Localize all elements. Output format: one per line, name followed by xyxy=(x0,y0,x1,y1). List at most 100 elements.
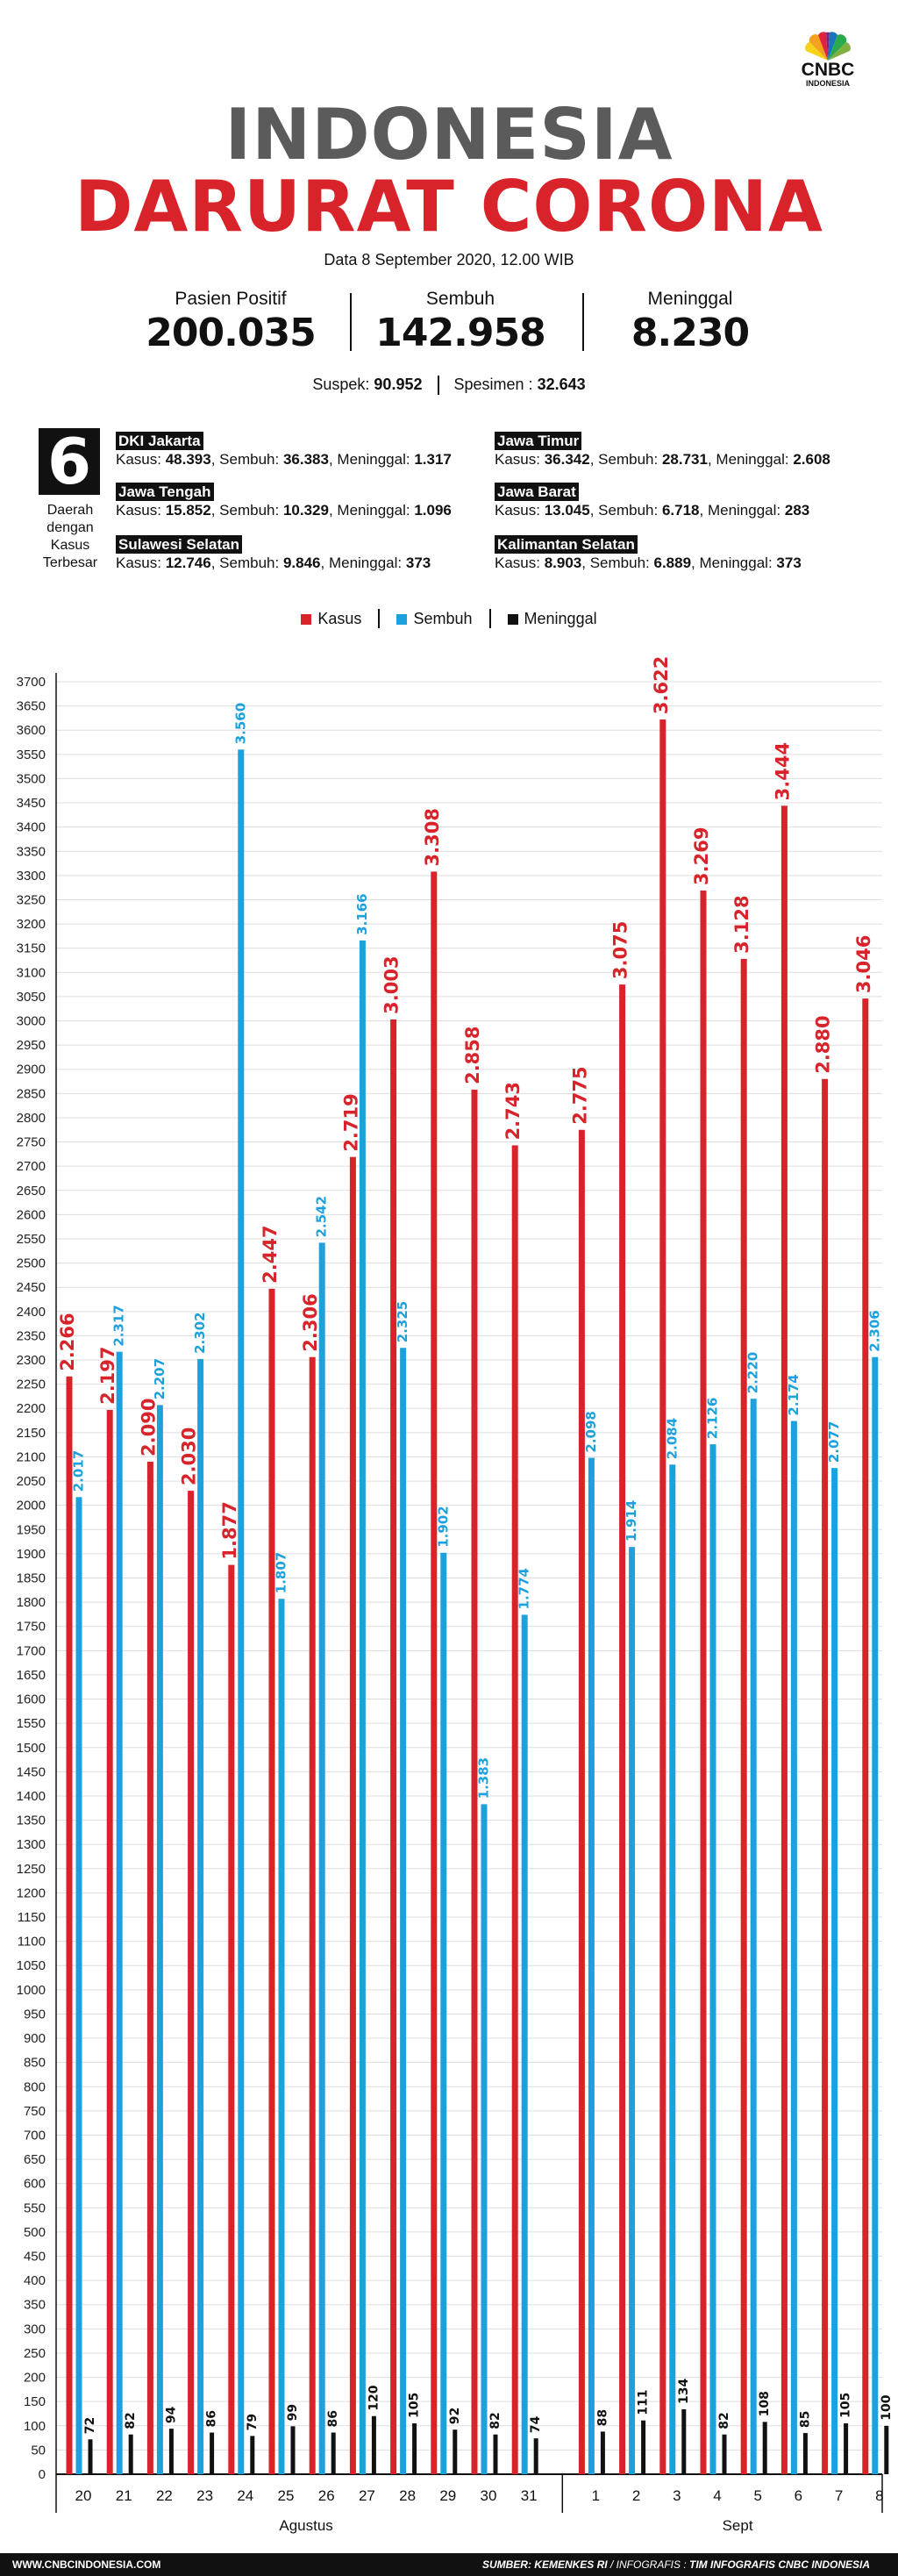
y-tick-label: 2700 xyxy=(17,1159,46,1174)
y-tick-label: 350 xyxy=(24,2298,46,2313)
x-tick-label: 21 xyxy=(116,2487,132,2504)
y-tick-label: 50 xyxy=(31,2443,46,2458)
data-label-sembuh: 2.077 xyxy=(826,1421,842,1463)
bar-sembuh xyxy=(400,1348,407,2474)
bar-meninggal xyxy=(762,2422,767,2474)
bar-sembuh xyxy=(197,1358,204,2474)
data-label-kasus: 3.444 xyxy=(772,742,793,800)
data-label-meninggal: 100 xyxy=(880,2394,894,2420)
y-tick-label: 1700 xyxy=(17,1643,46,1658)
data-label-sembuh: 1.807 xyxy=(274,1552,289,1593)
y-tick-label: 750 xyxy=(24,2104,46,2119)
x-tick-label: 20 xyxy=(75,2487,92,2504)
y-tick-label: 2400 xyxy=(17,1305,46,1320)
bar-meninggal xyxy=(168,2429,174,2474)
y-tick-label: 550 xyxy=(24,2200,46,2215)
data-label-kasus: 2.090 xyxy=(138,1399,159,1456)
bar-sembuh xyxy=(156,1405,163,2474)
y-tick-label: 2600 xyxy=(17,1207,46,1222)
x-tick-label: 31 xyxy=(521,2487,538,2504)
data-label-sembuh: 2.542 xyxy=(314,1196,330,1237)
y-tick-label: 1600 xyxy=(17,1692,46,1707)
bar-sembuh xyxy=(521,1614,528,2474)
data-label-meninggal: 86 xyxy=(326,2410,340,2427)
bar-sembuh xyxy=(318,1242,325,2474)
bar-meninggal xyxy=(412,2423,417,2474)
y-tick-label: 3150 xyxy=(17,941,46,956)
bar-meninggal xyxy=(533,2438,538,2474)
y-tick-label: 1850 xyxy=(17,1571,46,1586)
region-caption: Daerah dengan Kasus Terbesar xyxy=(30,502,110,572)
bar-meninggal xyxy=(88,2439,93,2474)
bar-kasus xyxy=(268,1288,275,2474)
bar-sembuh xyxy=(278,1599,285,2474)
region-item: Jawa Tengah Kasus: 15.852, Sembuh: 10.32… xyxy=(116,483,519,520)
data-label-sembuh: 2.126 xyxy=(705,1398,721,1439)
data-label-meninggal: 105 xyxy=(408,2393,422,2418)
y-tick-label: 3550 xyxy=(17,748,46,762)
data-label-sembuh: 2.207 xyxy=(152,1358,167,1399)
region-name: Jawa Tengah xyxy=(116,483,214,501)
y-tick-label: 1300 xyxy=(17,1837,46,1852)
bar-kasus xyxy=(390,1019,397,2474)
y-tick-label: 2900 xyxy=(17,1063,46,1077)
data-label-meninggal: 88 xyxy=(595,2409,609,2426)
cnbc-logo: CNBC INDONESIA xyxy=(786,32,870,102)
legend-item-sembuh: Sembuh xyxy=(396,610,473,628)
bar-sembuh xyxy=(238,749,245,2474)
bar-sembuh xyxy=(669,1464,676,2474)
bar-meninggal xyxy=(844,2423,849,2474)
region-name: Sulawesi Selatan xyxy=(116,535,242,554)
stat-value: 200.035 xyxy=(146,311,316,355)
spesimen-label: Spesimen : xyxy=(453,376,533,393)
y-tick-label: 600 xyxy=(24,2177,46,2192)
data-label-sembuh: 2.017 xyxy=(71,1450,87,1492)
data-label-kasus: 3.622 xyxy=(651,656,672,714)
bar-meninggal xyxy=(802,2433,808,2474)
caption-line: dengan xyxy=(46,520,94,535)
bar-meninggal xyxy=(128,2434,133,2474)
bar-kasus xyxy=(228,1564,235,2474)
bar-meninggal xyxy=(884,2425,889,2474)
data-label-kasus: 1.877 xyxy=(219,1501,240,1559)
bar-kasus xyxy=(740,958,747,2474)
bar-sembuh xyxy=(116,1351,123,2474)
x-tick-label: 4 xyxy=(713,2487,721,2504)
bar-kasus xyxy=(822,1078,829,2474)
y-tick-label: 3050 xyxy=(17,990,46,1005)
y-tick-label: 2550 xyxy=(17,1232,46,1247)
data-label-sembuh: 3.560 xyxy=(232,703,248,744)
y-tick-label: 900 xyxy=(24,2031,46,2046)
suspek-divider xyxy=(437,376,439,396)
y-tick-label: 1750 xyxy=(17,1620,46,1635)
y-tick-label: 2950 xyxy=(17,1038,46,1053)
x-tick-label: 29 xyxy=(439,2487,456,2504)
title-line-2: DARURAT CORONA xyxy=(75,166,823,247)
y-tick-label: 2150 xyxy=(17,1426,46,1441)
data-label-kasus: 3.046 xyxy=(853,935,874,993)
data-label-kasus: 3.003 xyxy=(381,955,403,1013)
y-tick-label: 1500 xyxy=(17,1741,46,1756)
data-label-meninggal: 86 xyxy=(205,2410,219,2427)
region-item: Kalimantan Selatan Kasus: 8.903, Sembuh:… xyxy=(495,535,898,573)
peacock-icon xyxy=(805,32,851,61)
data-label-kasus: 2.447 xyxy=(260,1225,281,1283)
data-label-kasus: 2.743 xyxy=(502,1082,524,1140)
x-tick-label: 3 xyxy=(673,2487,681,2504)
data-label-sembuh: 2.174 xyxy=(786,1374,802,1415)
y-tick-label: 950 xyxy=(24,2007,46,2021)
y-tick-label: 1350 xyxy=(17,1814,46,1828)
footer-website: WWW.CNBCINDONESIA.COM xyxy=(12,2558,161,2571)
bar-meninggal xyxy=(210,2432,215,2474)
bar-meninggal xyxy=(681,2409,687,2474)
x-tick-label: 6 xyxy=(795,2487,802,2504)
bar-meninggal xyxy=(371,2415,376,2474)
bar-sembuh xyxy=(790,1420,797,2474)
data-label-meninggal: 82 xyxy=(717,2412,731,2429)
y-tick-label: 1450 xyxy=(17,1764,46,1779)
y-tick-label: 2800 xyxy=(17,1111,46,1126)
y-tick-label: 2750 xyxy=(17,1135,46,1150)
y-tick-label: 0 xyxy=(39,2467,46,2482)
bar-kasus xyxy=(780,805,788,2474)
bar-kasus xyxy=(349,1156,356,2474)
